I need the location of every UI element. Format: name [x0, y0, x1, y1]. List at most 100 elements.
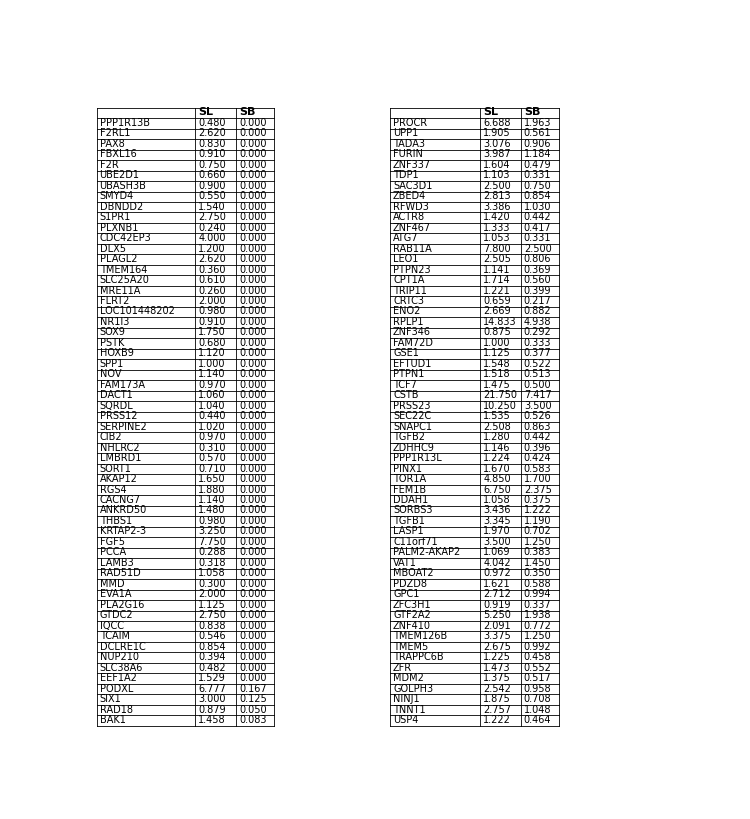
Text: 0.000: 0.000 [239, 568, 266, 578]
Text: 0.000: 0.000 [239, 464, 266, 473]
Text: 1.060: 1.060 [198, 391, 226, 400]
Text: UBE2D1: UBE2D1 [100, 170, 140, 180]
Text: RPLP1: RPLP1 [393, 317, 424, 327]
Text: FGF5: FGF5 [100, 537, 124, 547]
Text: 3.987: 3.987 [483, 149, 511, 160]
Text: PCCA: PCCA [100, 547, 126, 558]
Text: 1.540: 1.540 [198, 201, 226, 212]
Text: SB: SB [239, 107, 256, 117]
Text: FAM72D: FAM72D [393, 338, 433, 348]
Text: FEM1B: FEM1B [393, 485, 426, 495]
Text: 21.750: 21.750 [483, 391, 518, 400]
Text: 0.972: 0.972 [483, 568, 511, 578]
Text: 1.963: 1.963 [524, 118, 551, 128]
Text: TADA3: TADA3 [393, 139, 425, 149]
Text: 1.146: 1.146 [483, 442, 511, 453]
Text: UBASH3B: UBASH3B [100, 181, 146, 191]
Text: 0.994: 0.994 [524, 590, 551, 600]
Text: 0.399: 0.399 [524, 286, 551, 296]
Text: 0.360: 0.360 [198, 265, 226, 274]
Text: 1.103: 1.103 [483, 170, 511, 180]
Text: TGFB1: TGFB1 [393, 516, 425, 526]
Text: 0.875: 0.875 [483, 328, 511, 337]
Text: PLA2G16: PLA2G16 [100, 600, 144, 610]
Text: PDZD8: PDZD8 [393, 579, 427, 589]
Text: ZNF346: ZNF346 [393, 328, 431, 337]
Text: 2.542: 2.542 [483, 684, 511, 694]
Text: 0.708: 0.708 [524, 694, 551, 704]
Text: 0.513: 0.513 [524, 369, 551, 379]
Text: CSTB: CSTB [393, 391, 418, 400]
Text: RAD51D: RAD51D [100, 568, 140, 578]
Text: FLRT2: FLRT2 [100, 296, 129, 306]
Text: UPP1: UPP1 [393, 129, 418, 138]
Text: 1.125: 1.125 [483, 348, 511, 359]
Text: LEO1: LEO1 [393, 254, 418, 264]
Text: 0.383: 0.383 [524, 547, 551, 558]
Text: 0.522: 0.522 [524, 359, 552, 369]
Text: SEC22C: SEC22C [393, 411, 431, 421]
Text: 1.480: 1.480 [198, 505, 226, 515]
Text: 0.000: 0.000 [239, 474, 266, 484]
Text: 4.938: 4.938 [524, 317, 551, 327]
Text: NUP210: NUP210 [100, 652, 139, 662]
Text: ZDHHC9: ZDHHC9 [393, 442, 435, 453]
Text: 2.712: 2.712 [483, 590, 511, 600]
Text: GTF2A2: GTF2A2 [393, 610, 430, 620]
Text: 1.140: 1.140 [198, 495, 226, 505]
Text: ZNF467: ZNF467 [393, 223, 431, 233]
Text: 0.561: 0.561 [524, 129, 551, 138]
Text: 2.505: 2.505 [483, 254, 511, 264]
Text: 0.000: 0.000 [239, 558, 266, 568]
Text: 1.250: 1.250 [524, 631, 551, 641]
Text: 1.000: 1.000 [198, 359, 226, 369]
Text: 0.464: 0.464 [524, 715, 551, 725]
Text: 1.420: 1.420 [483, 212, 511, 222]
Text: TCAIM: TCAIM [100, 631, 130, 641]
Text: KRTAP2-3: KRTAP2-3 [100, 527, 146, 536]
Text: 0.000: 0.000 [239, 160, 266, 170]
Text: 0.000: 0.000 [239, 411, 266, 421]
Text: 4.042: 4.042 [483, 558, 511, 568]
Text: 0.000: 0.000 [239, 359, 266, 369]
Text: 0.000: 0.000 [239, 652, 266, 662]
Text: 0.000: 0.000 [239, 495, 266, 505]
Text: 0.000: 0.000 [239, 192, 266, 201]
Text: 1.058: 1.058 [198, 568, 226, 578]
Text: 0.000: 0.000 [239, 233, 266, 243]
Text: 0.000: 0.000 [239, 265, 266, 274]
Text: 0.458: 0.458 [524, 652, 551, 662]
Text: 1.140: 1.140 [198, 369, 226, 379]
Text: 0.000: 0.000 [239, 380, 266, 390]
Text: 0.854: 0.854 [524, 192, 551, 201]
Text: 1.222: 1.222 [524, 505, 552, 515]
Text: SERPINE2: SERPINE2 [100, 422, 147, 432]
Text: 0.702: 0.702 [524, 527, 551, 536]
Text: 0.660: 0.660 [198, 170, 226, 180]
Text: 0.440: 0.440 [198, 411, 226, 421]
Text: 0.394: 0.394 [198, 652, 226, 662]
Text: 0.906: 0.906 [524, 139, 551, 149]
Text: IQCC: IQCC [100, 621, 124, 631]
Text: SPP1: SPP1 [100, 359, 124, 369]
Text: 0.396: 0.396 [524, 442, 551, 453]
Text: F2R: F2R [100, 160, 118, 170]
Text: ACTR8: ACTR8 [393, 212, 425, 222]
Text: PTPN1: PTPN1 [393, 369, 424, 379]
Text: 0.882: 0.882 [524, 306, 551, 316]
Text: 0.331: 0.331 [524, 170, 551, 180]
Text: 0.560: 0.560 [524, 275, 551, 285]
Text: 0.369: 0.369 [524, 265, 551, 274]
Text: 1.200: 1.200 [198, 243, 226, 254]
Text: SMYD4: SMYD4 [100, 192, 134, 201]
Text: 0.482: 0.482 [198, 663, 226, 672]
Text: SQRDL: SQRDL [100, 400, 134, 411]
Text: 0.000: 0.000 [239, 600, 266, 610]
Text: 0.350: 0.350 [524, 568, 551, 578]
Text: SB: SB [524, 107, 540, 117]
Text: 0.000: 0.000 [239, 212, 266, 222]
Text: 2.500: 2.500 [483, 181, 511, 191]
Text: CPT1A: CPT1A [393, 275, 424, 285]
Text: 3.250: 3.250 [198, 527, 226, 536]
Text: CACNG7: CACNG7 [100, 495, 141, 505]
